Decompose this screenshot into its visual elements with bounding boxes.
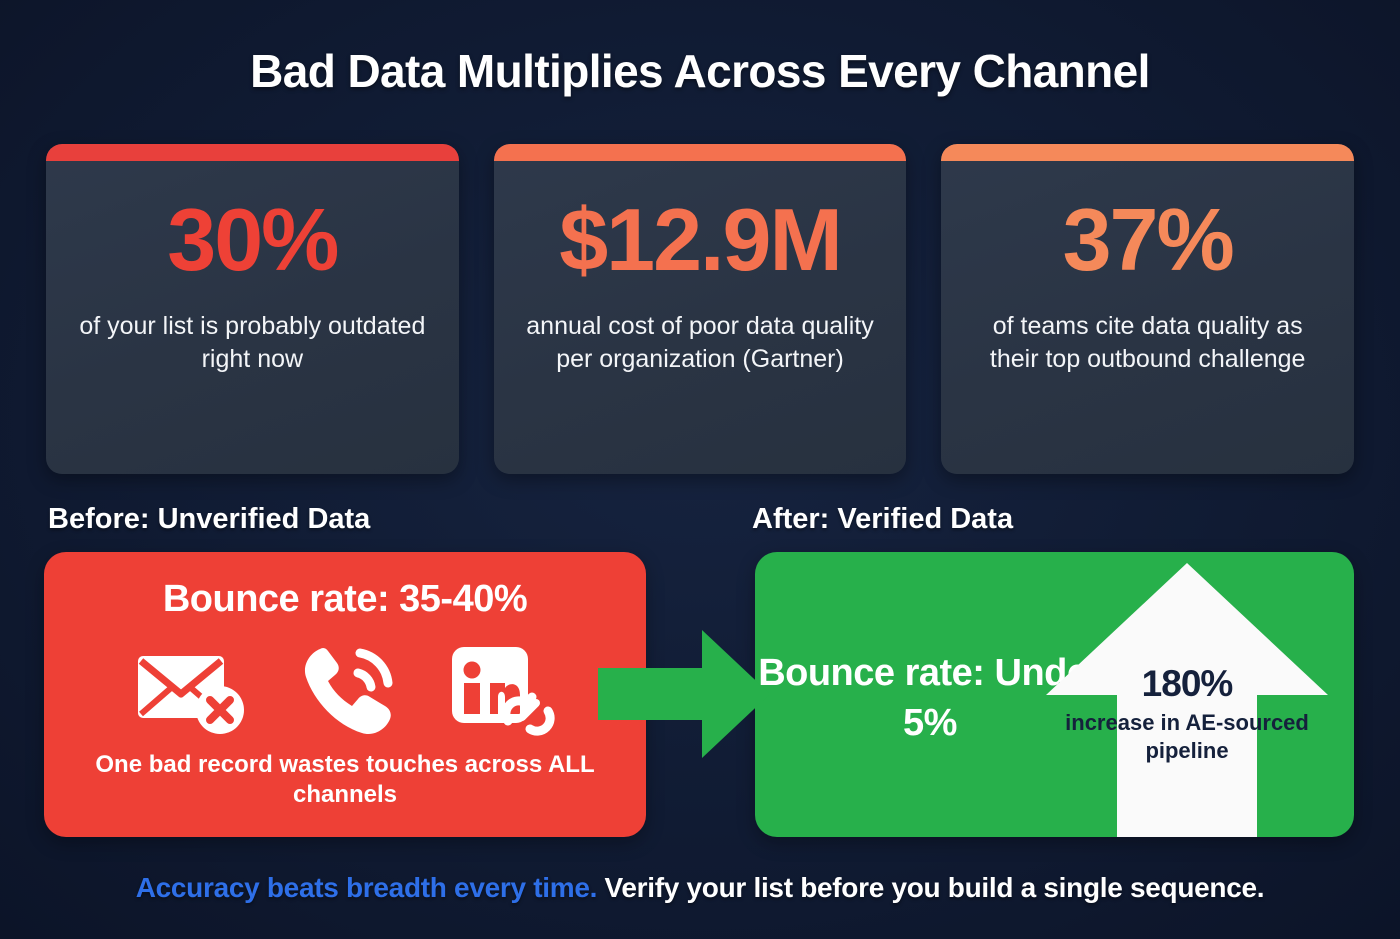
- before-bounce-rate: Bounce rate: 35-40%: [162, 578, 528, 620]
- before-section-label: Before: Unverified Data: [48, 503, 371, 535]
- stat-caption: annual cost of poor data quality per org…: [526, 312, 874, 374]
- card-accent-bar: [46, 144, 459, 161]
- after-bounce-rate: Bounce rate: Under 5%: [758, 652, 1102, 745]
- stat-card-1: 30% of your list is probably outdated ri…: [46, 144, 459, 474]
- channel-icon-row: [136, 641, 555, 741]
- stat-figure: 37%: [1062, 190, 1235, 289]
- stat-card-row: 30% of your list is probably outdated ri…: [46, 144, 1355, 474]
- phone-ringing-icon: [298, 643, 398, 739]
- card-accent-bar: [493, 144, 907, 161]
- footer-rest-text: Verify your list before you build a sing…: [597, 872, 1265, 903]
- footer-accent-text: Accuracy beats breadth every time.: [135, 872, 598, 903]
- right-arrow-icon: [598, 628, 770, 760]
- stat-figure: 30%: [167, 190, 339, 289]
- stat-card-2: $12.9M annual cost of poor data quality …: [493, 144, 907, 474]
- stat-caption: of teams cite data quality as their top …: [989, 312, 1306, 374]
- stat-caption: of your list is probably outdated right …: [79, 312, 426, 374]
- badge-percentage: 180%: [1141, 663, 1234, 704]
- before-panel: Bounce rate: 35-40%: [44, 552, 646, 837]
- badge-caption: increase in AE-sourced pipeline: [1065, 710, 1309, 763]
- after-panel: Bounce rate: Under 5% 180% increase in A…: [755, 552, 1354, 837]
- up-arrow-icon: [1046, 563, 1328, 837]
- after-section-label: After: Verified Data: [752, 503, 1014, 535]
- email-bounce-icon: [136, 644, 246, 738]
- card-accent-bar: [941, 144, 1355, 161]
- before-footnote: One bad record wastes touches across ALL…: [95, 750, 595, 809]
- linkedin-broken-link-icon: [450, 643, 555, 739]
- page-title: Bad Data Multiplies Across Every Channel: [250, 45, 1150, 97]
- pipeline-growth-badge: 180% increase in AE-sourced pipeline: [1042, 559, 1332, 837]
- badge-text-group: 180% increase in AE-sourced pipeline: [1042, 663, 1332, 764]
- footer-tagline: Accuracy beats breadth every time. Verif…: [0, 872, 1400, 904]
- stat-figure: $12.9M: [559, 190, 843, 289]
- stat-card-3: 37% of teams cite data quality as their …: [941, 144, 1355, 474]
